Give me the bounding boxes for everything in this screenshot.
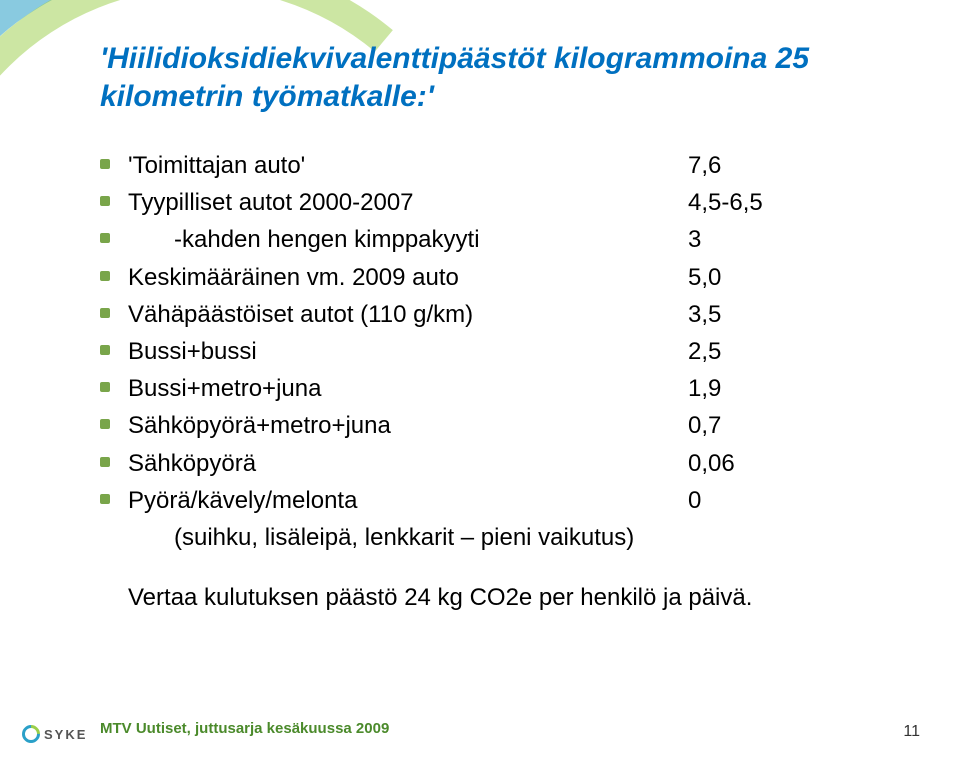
bullet-icon xyxy=(100,345,110,355)
item-label: Pyörä/kävely/melonta xyxy=(128,482,688,519)
list-item: Pyörä/kävely/melonta0 xyxy=(100,482,900,519)
source-line: MTV Uutiset, juttusarja kesäkuussa 2009 xyxy=(100,720,389,737)
bullet-icon xyxy=(100,271,110,281)
item-value: 3,5 xyxy=(688,296,721,333)
item-label: 'Toimittajan auto' xyxy=(128,147,688,184)
bullet-icon xyxy=(100,457,110,467)
bullet-icon xyxy=(100,233,110,243)
page-number: 11 xyxy=(903,723,920,741)
item-value: 0,06 xyxy=(688,445,735,482)
item-label: -kahden hengen kimppakyyti xyxy=(128,221,688,258)
list-item: Bussi+bussi2,5 xyxy=(100,333,900,370)
bullet-icon xyxy=(100,159,110,169)
bullet-icon xyxy=(100,494,110,504)
bullet-icon xyxy=(100,382,110,392)
item-value: 2,5 xyxy=(688,333,721,370)
item-label: Tyypilliset autot 2000-2007 xyxy=(128,184,688,221)
list-item: Vähäpäästöiset autot (110 g/km)3,5 xyxy=(100,296,900,333)
item-value: 0,7 xyxy=(688,407,721,444)
list-item: Sähköpyörä0,06 xyxy=(100,445,900,482)
item-value: 4,5-6,5 xyxy=(688,184,763,221)
list-item: -kahden hengen kimppakyyti3 xyxy=(100,221,900,258)
logo-mark-icon xyxy=(18,721,43,746)
list-item: Sähköpyörä+metro+juna0,7 xyxy=(100,407,900,444)
syke-logo: SYKE xyxy=(22,725,87,743)
item-value: 1,9 xyxy=(688,370,721,407)
item-label: Bussi+bussi xyxy=(128,333,688,370)
logo-text: SYKE xyxy=(44,727,87,742)
bullet-icon xyxy=(100,308,110,318)
list-item: Bussi+metro+juna1,9 xyxy=(100,370,900,407)
item-value: 7,6 xyxy=(688,147,721,184)
slide-title: 'Hiilidioksidiekvivalenttipäästöt kilogr… xyxy=(100,40,900,115)
item-label: Vähäpäästöiset autot (110 g/km) xyxy=(128,296,688,333)
item-value: 0 xyxy=(688,482,701,519)
bullet-icon xyxy=(100,196,110,206)
item-value: 3 xyxy=(688,221,701,258)
slide-content: 'Hiilidioksidiekvivalenttipäästöt kilogr… xyxy=(100,40,900,697)
item-label: Sähköpyörä xyxy=(128,445,688,482)
item-value: 5,0 xyxy=(688,259,721,296)
item-label: Bussi+metro+juna xyxy=(128,370,688,407)
item-label: Keskimääräinen vm. 2009 auto xyxy=(128,259,688,296)
list-item: Keskimääräinen vm. 2009 auto5,0 xyxy=(100,259,900,296)
list-item: Tyypilliset autot 2000-20074,5-6,5 xyxy=(100,184,900,221)
emissions-list: 'Toimittajan auto'7,6Tyypilliset autot 2… xyxy=(100,147,900,519)
item-label: Sähköpyörä+metro+juna xyxy=(128,407,688,444)
list-item: 'Toimittajan auto'7,6 xyxy=(100,147,900,184)
bullet-icon xyxy=(100,419,110,429)
comparison-line: Vertaa kulutuksen päästö 24 kg CO2e per … xyxy=(128,584,900,612)
sub-note: (suihku, lisäleipä, lenkkarit – pieni va… xyxy=(174,519,900,556)
